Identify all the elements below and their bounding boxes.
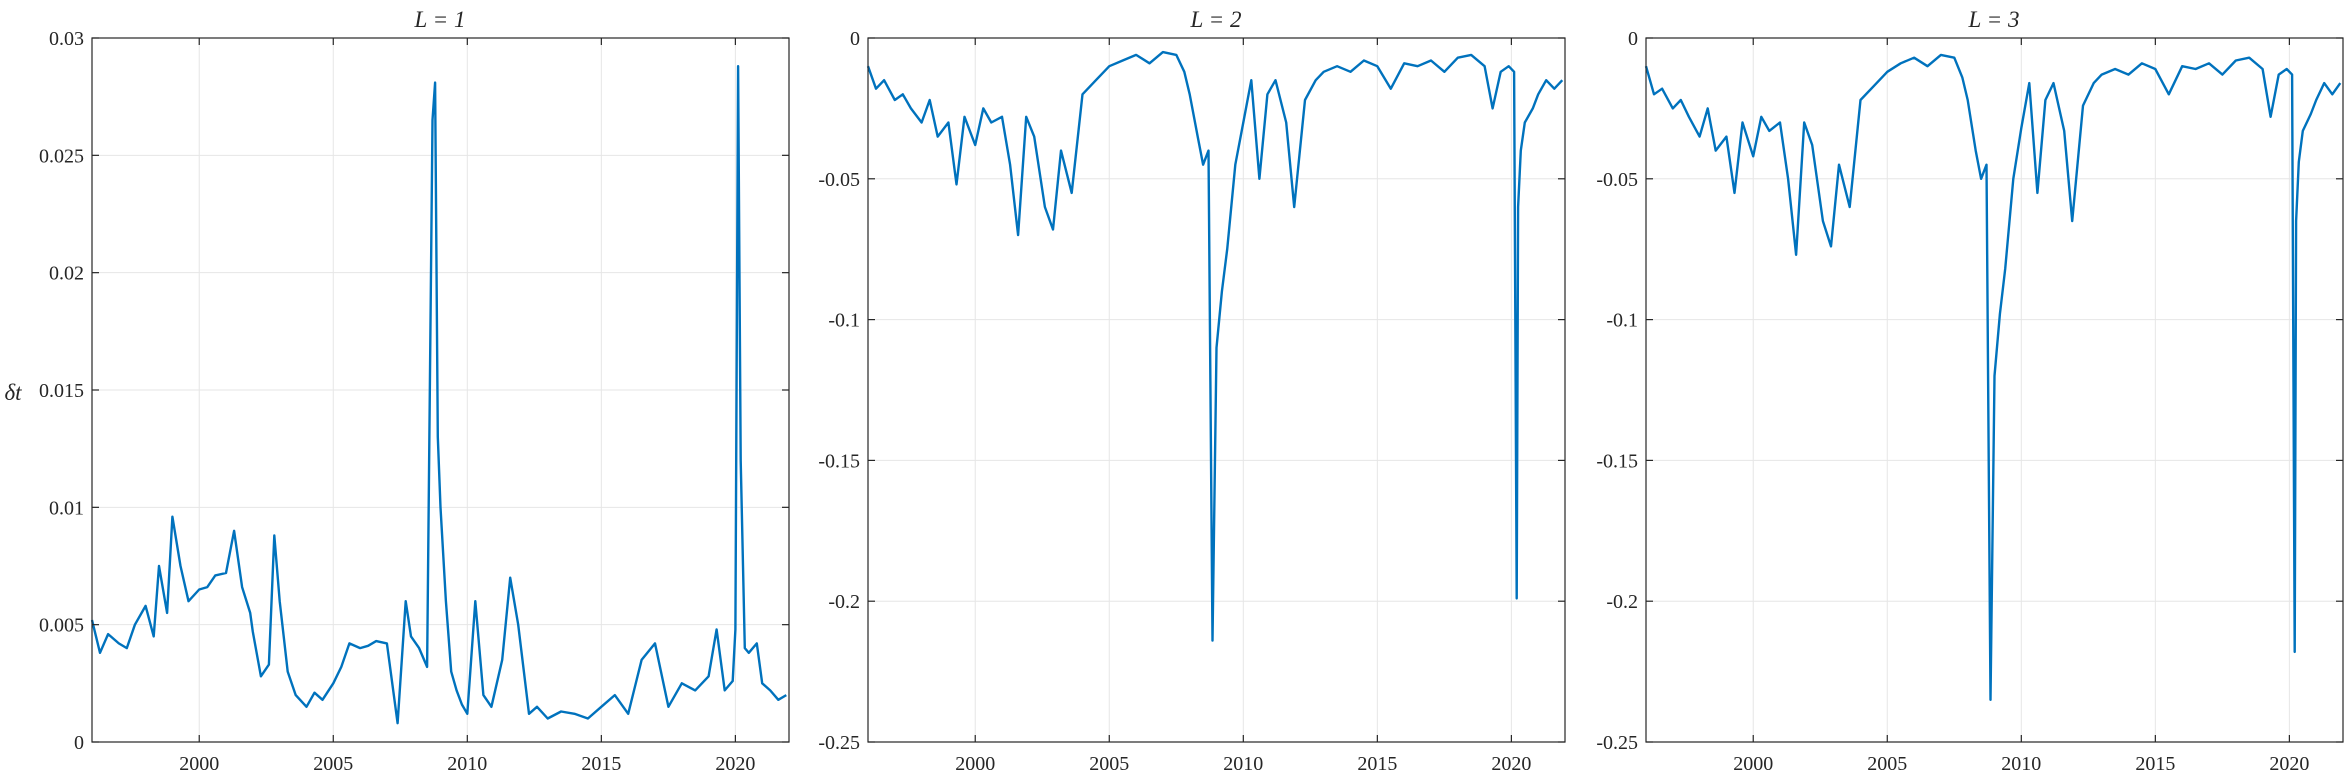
y-tick-label: 0.015 (39, 380, 84, 402)
x-tick-label: 2000 (955, 753, 995, 775)
x-tick-label: 2005 (1867, 753, 1907, 775)
x-tick-label: 2020 (2269, 753, 2309, 775)
y-tick-label: 0.005 (39, 615, 84, 637)
x-tick-label: 2000 (179, 753, 219, 775)
chart-title: L = 2 (1190, 7, 1242, 32)
y-tick-label: -0.1 (828, 310, 860, 332)
y-tick-label: 0 (1628, 28, 1638, 50)
y-tick-label: -0.1 (1606, 310, 1638, 332)
x-tick-label: 2010 (1223, 753, 1263, 775)
axes-box (1645, 37, 2344, 743)
x-tick-label: 2010 (447, 753, 487, 775)
y-tick-label: -0.2 (828, 591, 860, 613)
x-tick-label: 2000 (1733, 753, 1773, 775)
x-tick-label: 2020 (1491, 753, 1531, 775)
chart-title: L = 1 (414, 7, 466, 32)
series-line (866, 50, 1564, 642)
x-tick-label: 2015 (1357, 753, 1397, 775)
y-tick-label: -0.25 (1596, 732, 1638, 754)
y-tick-label: 0.03 (49, 28, 84, 50)
panel-l1: L = 1 δt 2000 2005 2010 2015 2020 0 0.005 0.01 0… (4, 7, 790, 775)
x-tick-label: 2005 (1089, 753, 1129, 775)
x-tick-label: 2015 (2135, 753, 2175, 775)
y-tick-label: 0.025 (39, 145, 84, 167)
y-axis-label: δt (4, 380, 22, 405)
y-tick-label: 0 (74, 732, 84, 754)
y-tick-label: -0.05 (818, 169, 860, 191)
y-tick-label: -0.25 (818, 732, 860, 754)
x-tick-label: 2005 (313, 753, 353, 775)
x-tick-label: 2015 (581, 753, 621, 775)
y-tick-label: -0.15 (818, 450, 860, 472)
y-tick-label: 0 (850, 28, 860, 50)
axes-box (867, 37, 1566, 743)
chart-title: L = 3 (1968, 7, 2020, 32)
series-line (90, 64, 787, 725)
series-line (1644, 53, 2342, 701)
y-tick-label: 0.01 (49, 497, 84, 519)
panel-l3: L = 3 2000 2005 2010 2015 2020 -0.25 -0.2 -0.15… (1596, 7, 2344, 775)
y-tick-label: -0.15 (1596, 450, 1638, 472)
x-tick-label: 2010 (2001, 753, 2041, 775)
y-tick-label: 0.02 (49, 263, 84, 285)
panel-l2: L = 2 2000 2005 2010 2015 2020 -0.25 -0.2 -0.15… (818, 7, 1566, 775)
y-tick-label: -0.05 (1596, 169, 1638, 191)
x-tick-label: 2020 (715, 753, 755, 775)
y-tick-label: -0.2 (1606, 591, 1638, 613)
